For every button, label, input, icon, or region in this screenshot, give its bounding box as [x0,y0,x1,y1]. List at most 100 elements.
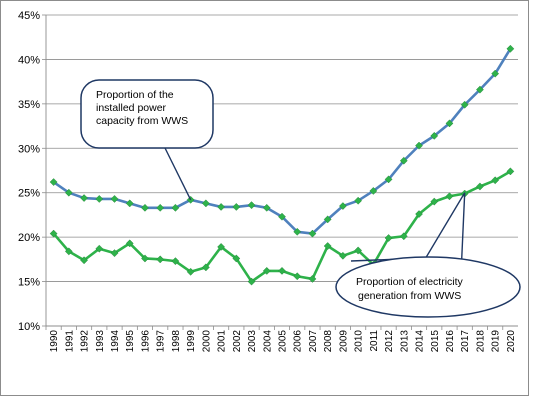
series-1-point [399,156,408,165]
x-tick-label: 2008 [323,330,334,353]
y-axis-ticks: 10% 15% 20% 25% 30% 35% 40% 45% [18,10,46,333]
x-tick-label: 1993 [95,330,106,353]
series-1-point [95,195,104,203]
series-1-point [262,203,271,212]
x-tick-label: 1991 [64,330,75,353]
x-tick-label: 2004 [262,330,273,353]
x-tick-label: 2015 [430,330,441,353]
callout-2-line-2: generation from WWS [358,290,461,302]
series-1-point [49,178,58,186]
series-1-point [415,141,423,150]
x-tick-label: 2012 [384,330,395,353]
series-2-point [247,277,256,286]
x-tick-label: 1992 [80,330,91,353]
series-2-point [201,263,210,272]
series-1-point [323,215,332,224]
series-2-point [156,255,165,264]
x-tick-label: 2003 [247,330,258,353]
series-2-point [49,229,58,238]
series-2-point [95,244,104,253]
series-2-point [217,243,225,251]
series-1-point [460,100,469,109]
series-2-point [491,176,500,185]
series-2-point [141,254,149,263]
y-tick-label: 20% [18,232,40,244]
series-2-point [171,257,180,266]
x-tick-label: 1999 [186,330,197,353]
y-tick-label: 15% [18,277,40,289]
series-1-point [64,188,73,197]
x-tick-label: 2014 [415,330,426,353]
series-1-point [491,69,500,78]
series-1-point [476,85,484,94]
series-1-point [217,203,225,211]
series-1-point [110,195,119,203]
x-tick-label: 1998 [171,330,182,353]
x-tick-label: 2001 [217,330,228,353]
callout-1-line-2: installed power [96,102,167,114]
x-tick-label: 2013 [399,330,410,353]
series-1-point [506,44,515,53]
y-tick-label: 30% [18,143,40,155]
series-1-point [354,196,363,205]
series-1-point [445,119,454,128]
series-1-point [80,194,88,202]
series-1-point [384,175,393,184]
series-2-point [354,246,363,255]
series-1-point [278,212,286,221]
callout-1-line-1: Proportion of the [96,89,174,101]
series-2-point [278,267,286,275]
series-2-point [415,210,423,218]
x-tick-label: 2018 [475,330,486,353]
callout-2-ellipse [335,256,521,318]
series-2-point [399,232,408,241]
series-2-point [80,256,88,265]
x-tick-label: 2006 [293,330,304,353]
y-tick-label: 25% [18,188,40,200]
x-tick-label: 2005 [278,330,289,353]
series-2-point [125,239,134,248]
callout-1-line-3: capacity from WWS [96,115,188,127]
series-2-point [232,254,241,263]
series-2-point [476,182,484,191]
series-1-point [201,199,210,208]
series-1-point [247,201,256,210]
callout-1-connector [164,147,192,201]
series-1-point [156,203,165,212]
x-tick-label: 2010 [354,330,365,353]
series-2-point [64,247,73,256]
series-1-point [232,203,241,211]
series-2-point [308,275,317,283]
series-2-point [110,249,119,258]
x-tick-label: 1994 [110,330,121,353]
x-tick-label: 1996 [140,330,151,353]
x-tick-label: 1997 [156,330,167,353]
callout-2-line-1: Proportion of electricity [356,276,464,288]
x-tick-label: 2002 [232,330,243,353]
x-tick-label: 2016 [445,330,456,353]
x-tick-label: 2011 [369,330,380,352]
series-2-point [445,192,454,201]
series-2-point [186,267,195,276]
axes [45,15,518,327]
x-tick-label: 2007 [308,330,319,353]
series-2-point [323,242,332,250]
series-1-point [430,131,439,140]
y-tick-label: 45% [18,10,40,22]
series-group [49,44,515,286]
callouts: Proportion of the installed power capaci… [80,79,521,318]
series-2-point [293,272,302,281]
series-2-point [384,234,393,242]
series-1-point [125,199,134,208]
y-tick-label: 35% [18,99,40,111]
series-1-point [293,227,302,236]
x-axis-ticks: 1990 1991 1992 1993 1994 1995 1996 1997 1998 1999… [45,326,517,353]
series-2-point [339,251,347,260]
series-1-point [171,203,180,212]
callout-1-box [80,79,214,149]
x-tick-label: 2000 [201,330,212,353]
x-tick-label: 1995 [125,330,136,353]
series-1-point [339,202,347,210]
